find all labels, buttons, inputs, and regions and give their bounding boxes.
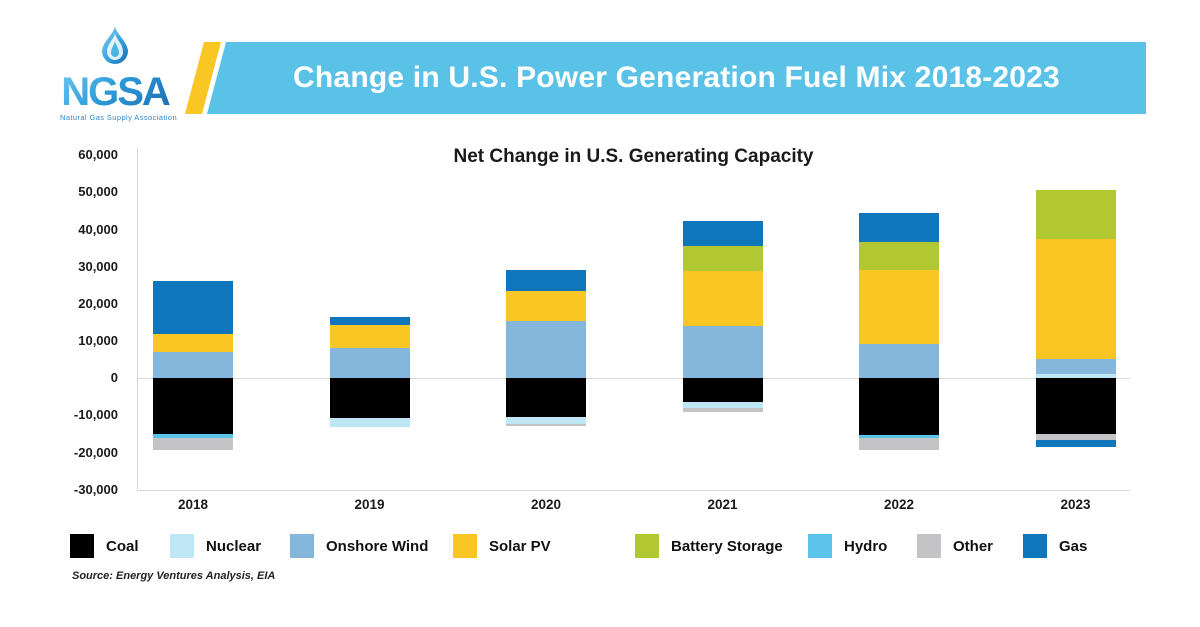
- zero-gridline: [137, 378, 1130, 379]
- x-axis-category-label: 2021: [707, 497, 738, 512]
- y-axis-tick-label: -10,000: [73, 407, 118, 423]
- legend-label: Nuclear: [206, 537, 262, 555]
- x-axis-category-label: 2020: [530, 497, 562, 512]
- bar-segment-coal: [329, 378, 410, 419]
- legend-swatch: [290, 534, 314, 558]
- banner-title: Change in U.S. Power Generation Fuel Mix…: [293, 61, 1060, 94]
- legend-swatch: [1023, 534, 1047, 558]
- x-axis-line: [137, 490, 1130, 491]
- x-axis-category-label: 2019: [354, 497, 385, 512]
- legend-swatch: [635, 534, 659, 558]
- bar-segment-hydro: [859, 434, 939, 439]
- bar-segment-onshore-wind: [1035, 359, 1116, 374]
- bar-segment-coal: [506, 378, 586, 417]
- bar-segment-nuclear: [329, 418, 410, 427]
- legend-swatch: [70, 534, 94, 558]
- bar-segment-coal: [1035, 378, 1116, 435]
- bar-segment-gas: [1035, 439, 1116, 448]
- x-axis-category-label: 2022: [883, 497, 915, 512]
- y-axis-tick-label: 30,000: [78, 258, 118, 274]
- legend-item-onshore-wind: Onshore Wind: [290, 534, 428, 558]
- bar-segment-onshore-wind: [329, 347, 410, 379]
- logo-tagline: Natural Gas Supply Association: [60, 113, 178, 122]
- legend-label: Onshore Wind: [326, 537, 429, 555]
- bar-segment-gas: [506, 270, 586, 291]
- title-banner: Change in U.S. Power Generation Fuel Mix…: [207, 42, 1146, 114]
- bar-segment-onshore-wind: [859, 344, 939, 379]
- bar-segment-battery-storage: [682, 245, 763, 271]
- legend-item-coal: Coal: [70, 534, 139, 558]
- chart-title: Net Change in U.S. Generating Capacity: [453, 146, 814, 167]
- bar-segment-other: [506, 423, 586, 427]
- bar-segment-onshore-wind: [682, 325, 763, 379]
- bar-segment-coal: [859, 378, 939, 435]
- legend-item-solar-pv: Solar PV: [453, 534, 551, 558]
- y-axis-tick-label: 50,000: [78, 184, 118, 200]
- y-axis-line: [137, 148, 138, 490]
- bar-segment-nuclear: [682, 402, 763, 409]
- legend-label: Hydro: [844, 537, 888, 555]
- y-axis-tick-label: 20,000: [78, 295, 118, 311]
- legend-item-gas: Gas: [1023, 534, 1087, 558]
- bar-segment-gas: [682, 220, 763, 246]
- legend-swatch: [808, 534, 832, 558]
- y-axis-tick-label: -30,000: [73, 481, 118, 497]
- x-axis-category-label: 2018: [177, 497, 209, 512]
- legend-label: Battery Storage: [671, 537, 783, 555]
- legend-item-other: Other: [917, 534, 993, 558]
- y-axis-tick-label: 0: [110, 370, 118, 386]
- bar-segment-other: [682, 408, 763, 412]
- bar-segment-solar-pv: [682, 270, 763, 326]
- bar-segment-solar-pv: [859, 270, 939, 345]
- legend-label: Other: [953, 537, 994, 555]
- bar-segment-onshore-wind: [506, 321, 586, 379]
- bar-segment-onshore-wind: [153, 351, 233, 379]
- y-axis-tick-label: 10,000: [78, 333, 118, 349]
- legend-item-hydro: Hydro: [808, 534, 887, 558]
- legend-swatch: [917, 534, 941, 558]
- source-note: Source: Energy Ventures Analysis, EIA: [72, 570, 276, 582]
- bar-segment-battery-storage: [1035, 189, 1116, 239]
- bar-segment-nuclear: [506, 416, 586, 424]
- bar-segment-solar-pv: [506, 290, 586, 322]
- bar-segment-coal: [153, 378, 233, 435]
- bar-segment-gas: [153, 280, 233, 335]
- legend-swatch: [170, 534, 194, 558]
- bar-segment-gas: [859, 213, 939, 242]
- legend-label: Solar PV: [489, 537, 551, 555]
- y-axis-tick-label: 40,000: [78, 221, 118, 237]
- y-axis-tick-label: 60,000: [78, 147, 118, 163]
- y-axis-tick-label: -20,000: [73, 444, 118, 460]
- legend-swatch: [453, 534, 477, 558]
- legend-label: Gas: [1059, 537, 1088, 555]
- bar-segment-coal: [682, 378, 763, 403]
- bar-segment-other: [153, 437, 233, 451]
- bar-segment-other: [1035, 434, 1116, 440]
- legend-item-battery-storage: Battery Storage: [635, 534, 783, 558]
- legend-label: Coal: [106, 537, 139, 555]
- bar-segment-gas: [329, 316, 410, 325]
- logo-wordmark: NGSA: [61, 70, 171, 114]
- bar-segment-battery-storage: [859, 241, 939, 271]
- bar-segment-nuclear: [1035, 373, 1116, 379]
- bar-segment-hydro: [153, 434, 233, 438]
- legend-item-nuclear: Nuclear: [170, 534, 261, 558]
- ngsa-logo: NGSA Natural Gas Supply Association: [60, 24, 178, 122]
- bar-segment-solar-pv: [1035, 238, 1116, 360]
- bar-segment-other: [859, 438, 939, 451]
- bar-segment-solar-pv: [153, 334, 233, 352]
- x-axis-category-label: 2023: [1060, 497, 1091, 512]
- bar-segment-solar-pv: [329, 324, 410, 348]
- flame-icon: [102, 24, 128, 64]
